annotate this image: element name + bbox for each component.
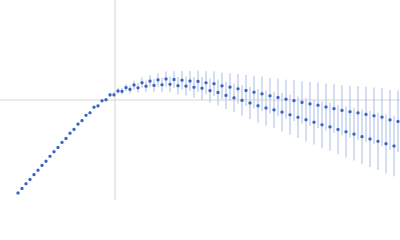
data-point <box>204 81 208 85</box>
data-point <box>292 99 296 103</box>
data-point <box>76 122 80 126</box>
data-point <box>372 114 376 118</box>
data-point <box>272 108 276 112</box>
data-point <box>40 163 44 167</box>
data-point <box>184 84 188 88</box>
page: (() => { const data = JSON.parse(documen… <box>0 0 400 200</box>
data-point <box>308 102 312 106</box>
data-point <box>232 96 236 100</box>
data-point <box>92 105 96 109</box>
data-point <box>84 113 88 117</box>
data-point <box>112 93 116 97</box>
data-point <box>240 98 244 102</box>
data-point <box>364 112 368 116</box>
data-point <box>276 95 280 100</box>
data-point <box>68 131 72 135</box>
data-point <box>180 78 184 82</box>
data-point <box>384 142 388 146</box>
data-point <box>288 113 292 117</box>
data-point <box>136 86 140 90</box>
data-point <box>36 168 40 172</box>
data-point <box>392 144 396 148</box>
data-point <box>388 118 392 122</box>
data-point <box>192 85 196 89</box>
data-point <box>116 89 120 93</box>
data-point <box>100 99 104 103</box>
data-point <box>124 86 128 90</box>
data-point <box>28 177 32 182</box>
data-point <box>236 87 240 91</box>
data-point <box>264 106 268 110</box>
data-point <box>196 79 200 83</box>
data-point <box>340 108 344 112</box>
data-point <box>128 87 132 91</box>
data-point <box>164 77 168 81</box>
data-point <box>132 83 136 87</box>
data-point <box>252 90 256 94</box>
data-point <box>72 127 76 131</box>
data-point <box>172 77 176 82</box>
data-point <box>344 130 348 134</box>
data-point <box>348 110 352 114</box>
data-point <box>260 92 264 96</box>
data-point <box>32 173 36 177</box>
data-point <box>104 98 108 102</box>
data-point <box>44 159 48 163</box>
data-point <box>224 93 228 97</box>
data-point <box>216 90 220 95</box>
data-point <box>200 86 204 90</box>
data-point <box>356 111 360 115</box>
data-point <box>248 101 252 105</box>
data-point <box>208 89 212 93</box>
data-point <box>220 84 224 88</box>
data-point <box>120 89 124 93</box>
data-point <box>80 119 84 123</box>
data-point <box>168 82 172 86</box>
data-point <box>156 78 160 82</box>
data-point <box>360 135 364 139</box>
data-point <box>228 85 232 89</box>
data-point <box>48 154 52 158</box>
data-point <box>188 79 192 83</box>
data-point <box>268 94 272 98</box>
data-point <box>300 100 304 104</box>
data-point <box>304 118 308 122</box>
data-point <box>176 84 180 88</box>
data-point <box>160 83 164 87</box>
data-point <box>376 139 380 143</box>
data-point <box>328 125 332 129</box>
data-point <box>396 119 400 124</box>
data-point <box>140 81 144 85</box>
data-point <box>24 182 28 186</box>
data-point <box>256 104 260 108</box>
data-point <box>324 105 328 109</box>
data-point <box>212 82 216 86</box>
data-point <box>312 120 316 124</box>
data-point <box>368 137 372 141</box>
data-point <box>148 79 152 83</box>
data-point <box>284 97 288 101</box>
data-point <box>152 83 156 87</box>
data-point <box>108 93 112 97</box>
data-point <box>320 123 324 127</box>
data-point <box>280 110 284 114</box>
data-point <box>352 132 356 136</box>
data-point <box>56 145 60 150</box>
data-point <box>96 104 100 108</box>
data-point <box>16 191 20 195</box>
data-point <box>88 111 92 115</box>
data-point <box>64 136 68 141</box>
data-point <box>336 127 340 132</box>
chart <box>0 0 400 200</box>
data-point <box>332 107 336 111</box>
data-point <box>60 140 64 144</box>
data-point <box>244 88 248 93</box>
data-point <box>296 115 300 119</box>
data-point <box>316 103 320 107</box>
data-point <box>20 186 24 191</box>
data-point <box>52 150 56 154</box>
data-point <box>380 115 384 119</box>
data-point <box>144 84 148 88</box>
